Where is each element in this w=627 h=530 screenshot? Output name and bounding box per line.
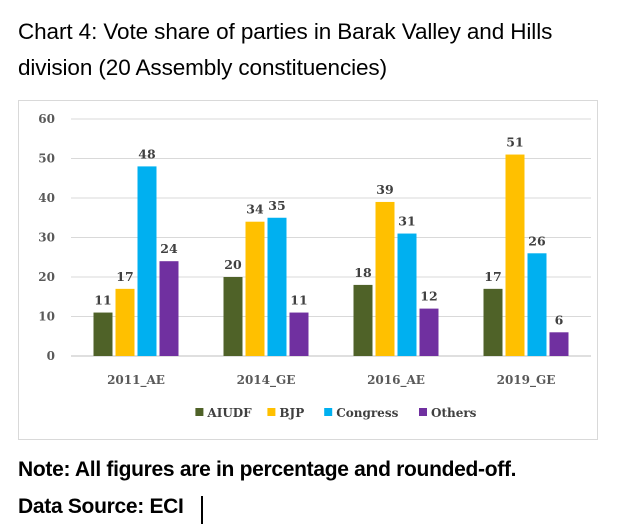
bar-others	[419, 308, 439, 356]
source-text: Data Source: ECI	[18, 495, 184, 518]
legend-label-others: Others	[431, 406, 477, 420]
data-label: 11	[94, 293, 111, 308]
bar-congress	[527, 253, 547, 356]
data-label: 18	[354, 265, 372, 280]
x-tick-label: 2011_AE	[107, 373, 165, 388]
y-tick-label: 0	[47, 349, 55, 363]
bar-aiudf	[483, 288, 503, 356]
x-tick-label: 2014_GE	[237, 373, 296, 388]
data-label: 17	[484, 269, 501, 284]
x-tick-label: 2019_GE	[497, 373, 556, 388]
bar-others	[549, 332, 569, 356]
bar-congress	[137, 166, 157, 356]
y-tick-label: 50	[38, 152, 55, 166]
bar-bjp	[115, 288, 135, 356]
chart-area: 0 10 20 30 40 50 60 11 17 48 24 2011_AE 20 34 35 11 2014…	[18, 100, 598, 440]
data-label: 24	[160, 241, 178, 256]
data-label: 48	[138, 146, 156, 161]
x-tick-label: 2016_AE	[367, 373, 425, 388]
bar-aiudf	[93, 312, 113, 356]
bar-aiudf	[353, 284, 373, 356]
legend-swatch-aiudf	[195, 408, 204, 416]
data-label: 6	[555, 312, 564, 327]
data-label: 11	[290, 293, 307, 308]
title-line-1: Chart 4: Vote share of parties in Barak …	[18, 19, 553, 44]
y-tick-label: 60	[38, 112, 55, 126]
bar-bjp	[505, 154, 525, 356]
bar-aiudf	[223, 277, 243, 356]
note-text: Note: All figures are in percentage and …	[18, 458, 517, 481]
data-label: 12	[420, 289, 437, 304]
legend-label-congress: Congress	[336, 406, 398, 420]
legend-label-aiudf: AIUDF	[206, 406, 252, 420]
text-cursor	[201, 496, 203, 524]
y-tick-label: 10	[38, 310, 55, 324]
bar-others	[289, 312, 309, 356]
legend-swatch-others	[419, 408, 427, 416]
legend-swatch-bjp	[267, 408, 276, 416]
bar-chart: 0 10 20 30 40 50 60 11 17 48 24 2011_AE 20 34 35 11 2014…	[38, 112, 591, 420]
legend-swatch-congress	[324, 408, 333, 416]
y-tick-label: 40	[38, 191, 55, 205]
data-label: 20	[224, 257, 242, 272]
bar-others	[159, 261, 179, 356]
data-label: 51	[506, 135, 523, 150]
y-tick-label: 20	[38, 270, 55, 284]
legend-label-bjp: BJP	[279, 406, 304, 420]
chart-title: Chart 4: Vote share of parties in Barak …	[18, 14, 618, 86]
data-label: 35	[268, 198, 285, 213]
y-tick-label: 30	[38, 231, 55, 245]
title-line-2: division (20 Assembly constituencies)	[18, 55, 387, 80]
bar-bjp	[245, 221, 265, 356]
data-label: 39	[376, 182, 393, 197]
data-label: 26	[528, 233, 546, 248]
data-label: 17	[116, 269, 133, 284]
data-label: 34	[246, 202, 264, 217]
bar-bjp	[375, 201, 395, 356]
data-label: 31	[398, 214, 415, 229]
bar-congress	[267, 217, 287, 356]
bar-congress	[397, 233, 417, 356]
